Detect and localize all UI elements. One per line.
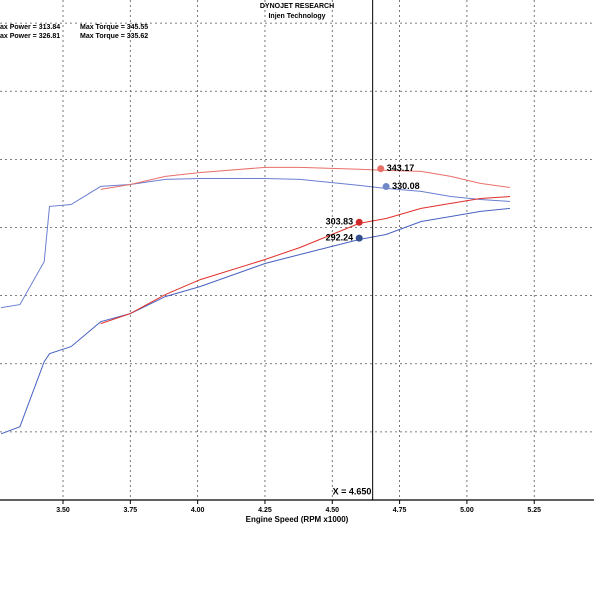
value-marker xyxy=(377,165,385,173)
x-tick-label: 5.00 xyxy=(460,507,474,514)
line xyxy=(100,196,511,325)
value-label: 303.83 xyxy=(326,217,354,227)
x-tick-label: 4.75 xyxy=(393,507,407,514)
x-tick-label: 4.00 xyxy=(191,507,205,514)
x-tick-label: 3.50 xyxy=(56,507,70,514)
stat: Max Torque = 345.55 xyxy=(80,24,148,31)
line xyxy=(0,207,511,435)
value-label: 330.08 xyxy=(392,181,420,191)
x-tick-label: 5.25 xyxy=(527,507,541,514)
value-marker xyxy=(355,218,363,226)
value-marker xyxy=(355,234,363,242)
stat: Max Torque = 335.62 xyxy=(80,33,148,40)
chart-title: DYNOJET RESEARCH xyxy=(260,3,334,10)
x-tick-label: 4.50 xyxy=(325,507,339,514)
stat: ax Power = 326.81 xyxy=(0,33,60,40)
value-marker xyxy=(382,183,390,191)
value-label: 292.24 xyxy=(326,232,354,242)
x-tick-label: 4.25 xyxy=(258,507,272,514)
x-tick-label: 3.75 xyxy=(124,507,138,514)
x-axis-label: Engine Speed (RPM x1000) xyxy=(246,515,349,524)
stat: ax Power = 313.84 xyxy=(0,24,60,31)
cursor-label: X = 4.650 xyxy=(333,486,372,496)
line xyxy=(100,166,511,190)
value-label: 343.17 xyxy=(387,163,415,173)
line xyxy=(1,178,511,309)
chart-subtitle: Injen Technology xyxy=(268,13,325,20)
